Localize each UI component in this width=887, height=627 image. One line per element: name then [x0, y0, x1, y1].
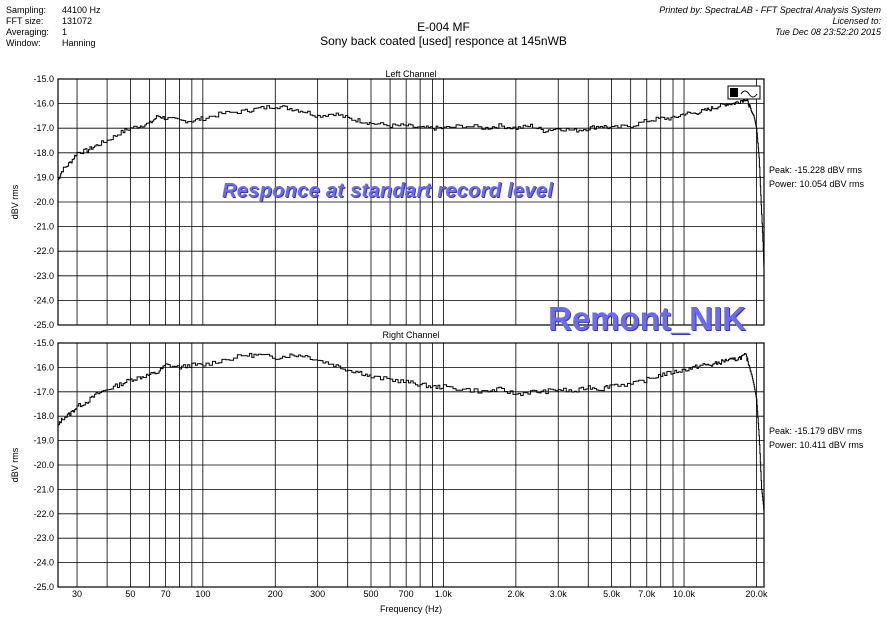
- left-ytick-label: -15.0: [33, 74, 54, 84]
- x-tick-label: 200: [268, 589, 283, 599]
- setting-window: Window: Hanning: [6, 38, 96, 48]
- right-plot-frame: [57, 342, 765, 588]
- right-ytick-label: -18.0: [33, 411, 54, 421]
- printed-by: Printed by: SpectraLAB - FFT Spectral An…: [659, 5, 881, 15]
- setting-sampling: Sampling: 44100 Hz: [6, 5, 101, 15]
- right-channel-title: Right Channel: [382, 330, 440, 340]
- left-ytick-label: -24.0: [33, 295, 54, 305]
- left-peak: Peak: -15.228 dBV rms: [769, 165, 863, 175]
- left-y-axis-label: dBV rms: [10, 184, 20, 219]
- right-ytick-label: -24.0: [33, 558, 54, 568]
- left-ytick-label: -17.0: [33, 123, 54, 133]
- licensed-to: Licensed to:: [832, 16, 881, 26]
- right-y-axis-label: dBV rms: [10, 447, 20, 482]
- watermark-author: Remont_NIK: [548, 300, 747, 337]
- right-ytick-label: -17.0: [33, 387, 54, 397]
- toolbar-printer-icon: [730, 88, 738, 97]
- left-ytick-label: -18.0: [33, 148, 54, 158]
- right-ytick-label: -19.0: [33, 436, 54, 446]
- left-ytick-label: -21.0: [33, 222, 54, 232]
- x-tick-label: 30: [72, 589, 82, 599]
- x-tick-label: 300: [310, 589, 325, 599]
- page-title: E-004 MF: [417, 20, 470, 34]
- measurement-settings: Sampling: 44100 Hz FFT size: 131072 Averag…: [6, 5, 101, 49]
- setting-averaging: Averaging: 1: [6, 27, 68, 37]
- x-tick-label: 2.0k: [507, 589, 525, 599]
- left-channel-stats: Peak: -15.228 dBV rms Power: 10.054 dBV …: [769, 163, 864, 191]
- right-peak: Peak: -15.179 dBV rms: [769, 426, 863, 436]
- right-ytick-label: -22.0: [33, 509, 54, 519]
- x-tick-label: 10.0k: [673, 589, 696, 599]
- right-channel-trace: [58, 352, 765, 512]
- left-plot-frame: [57, 78, 765, 326]
- left-ytick-label: -25.0: [33, 320, 54, 330]
- right-ytick-label: -20.0: [33, 460, 54, 470]
- left-ytick-label: -19.0: [33, 172, 54, 182]
- right-ytick-label: -23.0: [33, 533, 54, 543]
- x-axis-label: Frequency (Hz): [379, 604, 442, 614]
- x-tick-label: 500: [363, 589, 378, 599]
- left-ytick-label: -16.0: [33, 99, 54, 109]
- setting-fft-size: FFT size: 131072: [6, 16, 93, 26]
- left-ytick-label: -20.0: [33, 197, 54, 207]
- watermark-caption: Responce at standart record level: [222, 180, 554, 202]
- left-channel-trace: [58, 98, 765, 269]
- right-ytick-label: -16.0: [33, 362, 54, 372]
- right-ytick-label: -15.0: [33, 338, 54, 348]
- x-tick-label: 5.0k: [603, 589, 621, 599]
- left-ytick-label: -23.0: [33, 271, 54, 281]
- page-subtitle: Sony back coated [used] responce at 145n…: [320, 34, 567, 48]
- x-tick-label: 3.0k: [550, 589, 568, 599]
- right-ytick-label: -21.0: [33, 484, 54, 494]
- right-power: Power: 10.411 dBV rms: [769, 440, 864, 450]
- x-tick-label: 20.0k: [745, 589, 768, 599]
- x-tick-label: 100: [195, 589, 210, 599]
- print-info: Printed by: SpectraLAB - FFT Spectral An…: [659, 5, 881, 38]
- left-channel-title: Left Channel: [385, 69, 437, 79]
- right-channel-stats: Peak: -15.179 dBV rms Power: 10.411 dBV …: [769, 424, 863, 452]
- x-tick-label: 700: [399, 589, 414, 599]
- x-tick-label: 7.0k: [638, 589, 656, 599]
- x-tick-label: 50: [125, 589, 135, 599]
- print-timestamp: Tue Dec 08 23:52:20 2015: [775, 27, 881, 37]
- x-tick-label: 1.0k: [435, 589, 453, 599]
- x-tick-label: 70: [161, 589, 171, 599]
- left-ytick-label: -22.0: [33, 246, 54, 256]
- right-ytick-label: -25.0: [33, 582, 54, 592]
- toolbar-wave-icon: [740, 90, 758, 98]
- left-power: Power: 10.054 dBV rms: [769, 179, 865, 189]
